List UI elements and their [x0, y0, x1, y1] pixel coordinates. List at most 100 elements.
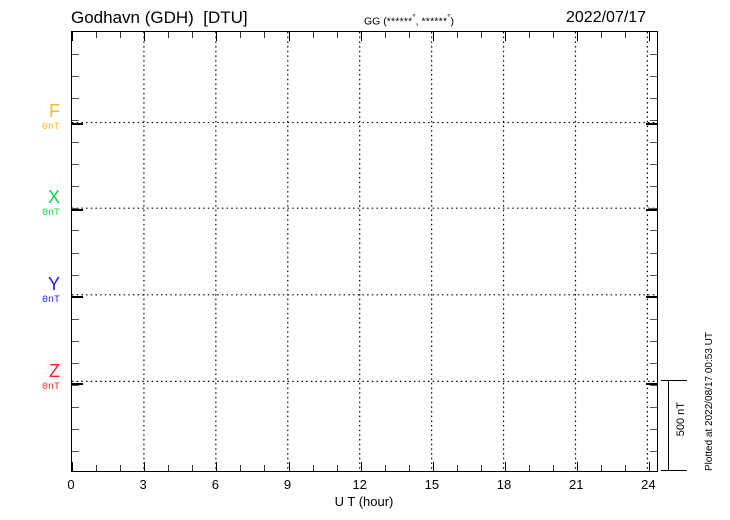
- x-axis-tick-label: 3: [139, 477, 147, 492]
- x-axis-minor-tick: [529, 465, 531, 471]
- x-axis-minor-tick: [384, 32, 386, 38]
- x-axis-tick-label: 9: [283, 477, 292, 492]
- x-axis-major-tick: [577, 32, 579, 41]
- y-axis-minor-tick: [650, 274, 657, 276]
- y-axis-minor-tick: [650, 186, 657, 188]
- y-axis-minor-tick: [72, 362, 79, 364]
- x-axis-major-tick: [577, 462, 579, 471]
- x-axis-tick-label: 15: [424, 477, 440, 492]
- baseline-tick-z: [72, 383, 83, 385]
- x-axis-minor-tick: [553, 32, 555, 38]
- y-axis-minor-tick: [72, 340, 79, 342]
- x-axis-minor-tick: [240, 465, 242, 471]
- x-axis-major-tick: [216, 32, 218, 41]
- plotted-at-stamp: Plotted at 2022/08/17 00:53 UT: [704, 332, 715, 471]
- y-axis-minor-tick: [650, 340, 657, 342]
- y-axis-minor-tick: [72, 230, 79, 232]
- x-axis-minor-tick: [120, 32, 122, 38]
- plot-frame: [71, 31, 658, 472]
- y-axis-minor-tick: [72, 450, 79, 452]
- x-axis-minor-tick: [96, 32, 98, 38]
- y-axis-minor-tick: [650, 120, 657, 122]
- component-letter-f: F: [49, 101, 60, 121]
- x-axis-minor-tick: [240, 32, 242, 38]
- x-axis-minor-tick: [192, 465, 194, 471]
- degree-symbol-lon: °: [447, 13, 451, 22]
- component-baseline-value-y: 0nT: [41, 295, 60, 306]
- x-axis-major-tick: [505, 32, 507, 41]
- component-letter-z: Z: [49, 361, 60, 381]
- scale-bar-stem: [668, 380, 669, 471]
- y-axis-minor-tick: [72, 428, 79, 430]
- x-axis-minor-tick: [601, 32, 603, 38]
- baseline-tick-f: [646, 123, 657, 125]
- x-axis-minor-tick: [625, 32, 627, 38]
- y-axis-minor-tick: [650, 450, 657, 452]
- x-axis-tick-label: 6: [211, 477, 219, 492]
- baseline-tick-x: [646, 209, 657, 211]
- y-axis-minor-tick: [72, 384, 79, 386]
- y-axis-minor-tick: [650, 384, 657, 386]
- component-baseline-value-z: 0nT: [41, 382, 60, 393]
- x-axis-minor-tick: [601, 465, 603, 471]
- baseline-tick-y: [72, 296, 83, 298]
- x-axis-major-tick: [360, 462, 362, 471]
- y-axis-minor-tick: [72, 164, 79, 166]
- x-axis-minor-tick: [408, 465, 410, 471]
- y-axis-minor-tick: [650, 164, 657, 166]
- x-axis-major-tick: [360, 32, 362, 41]
- y-axis-minor-tick: [72, 76, 79, 78]
- x-axis-minor-tick: [625, 465, 627, 471]
- baseline-tick-x: [72, 209, 83, 211]
- x-axis-minor-tick: [480, 465, 482, 471]
- x-axis-major-tick: [649, 32, 651, 41]
- degree-symbol-lat: °: [412, 13, 416, 22]
- y-axis-minor-tick: [72, 406, 79, 408]
- x-axis-minor-tick: [168, 465, 170, 471]
- y-axis-minor-tick: [72, 98, 79, 100]
- x-axis-minor-tick: [529, 32, 531, 38]
- x-axis-major-tick: [649, 462, 651, 471]
- scale-bar-cap-top: [661, 380, 687, 381]
- y-axis-minor-tick: [650, 230, 657, 232]
- x-axis-minor-tick: [336, 465, 338, 471]
- x-axis-tick-label: 0: [67, 477, 75, 492]
- x-axis-minor-tick: [336, 32, 338, 38]
- x-axis-minor-tick: [408, 32, 410, 38]
- x-axis-title: U T (hour): [334, 494, 394, 509]
- coords-latitude: ******: [386, 15, 413, 28]
- baseline-tick-y: [646, 296, 657, 298]
- component-label-f: F 0nT: [30, 102, 60, 134]
- baseline-tick-f: [72, 123, 83, 125]
- y-axis-minor-tick: [650, 252, 657, 254]
- x-axis-major-tick: [432, 462, 434, 471]
- component-letter-y: Y: [47, 274, 60, 294]
- y-axis-minor-tick: [72, 208, 79, 210]
- component-baseline-value-x: 0nT: [41, 208, 60, 219]
- x-axis-minor-tick: [312, 465, 314, 471]
- x-axis-tick-label: 21: [568, 477, 584, 492]
- y-axis-minor-tick: [72, 142, 79, 144]
- component-baseline-value-f: 0nT: [41, 122, 60, 133]
- scale-bar-cap-bottom: [661, 470, 687, 471]
- x-axis-tick-label: 24: [641, 477, 656, 492]
- x-axis-major-tick: [288, 32, 290, 41]
- y-axis-minor-tick: [72, 274, 79, 276]
- x-axis-major-tick: [144, 32, 146, 41]
- component-letter-x: X: [47, 187, 60, 207]
- component-label-x: X 0nT: [30, 188, 60, 220]
- component-label-y: Y 0nT: [30, 275, 60, 307]
- y-axis-minor-tick: [72, 120, 79, 122]
- y-axis-minor-tick: [650, 54, 657, 56]
- baseline-tick-z: [646, 383, 657, 385]
- y-axis-minor-tick: [650, 406, 657, 408]
- component-label-z: Z 0nT: [30, 362, 60, 394]
- x-axis-major-tick: [432, 32, 434, 41]
- x-axis-minor-tick: [456, 465, 458, 471]
- x-axis-minor-tick: [553, 465, 555, 471]
- y-axis-minor-tick: [72, 54, 79, 56]
- x-axis-tick-label: 12: [352, 477, 367, 492]
- scale-bar: 500 nT: [661, 380, 691, 471]
- x-axis-minor-tick: [384, 465, 386, 471]
